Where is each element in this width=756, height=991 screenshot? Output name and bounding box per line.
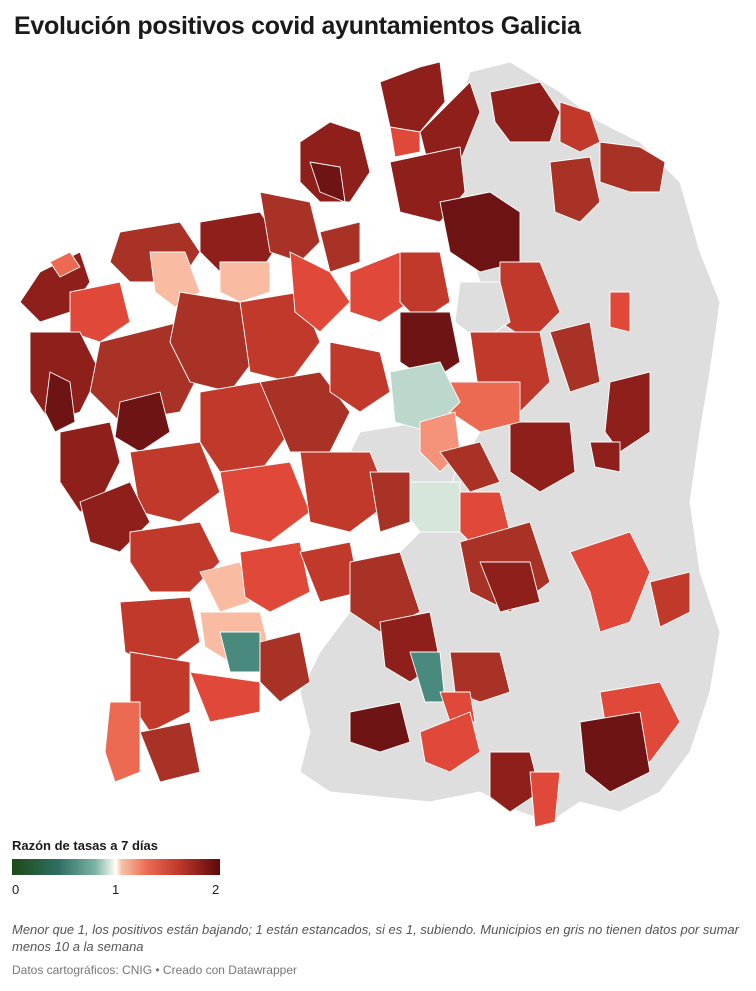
muni-central-5	[399, 251, 451, 323]
chart-title: Evolución positivos covid ayuntamientos …	[14, 12, 581, 40]
muni-lugo-1	[439, 191, 521, 273]
muni-lugo-9	[589, 441, 621, 473]
muni-ou-12	[649, 571, 691, 628]
muni-north-7	[389, 126, 421, 158]
muni-pv-11	[189, 671, 261, 723]
legend-color-scale	[12, 859, 220, 875]
muni-lugo-10	[509, 421, 576, 493]
muni-pv-3	[239, 541, 311, 613]
legend-tick-max: 2	[212, 882, 220, 897]
muni-pv-10	[129, 651, 191, 733]
map-source: Datos cartográficos: CNIG • Creado con D…	[12, 963, 297, 977]
muni-lugo-7	[609, 291, 631, 333]
muni-ou-10	[579, 711, 651, 793]
muni-central-11	[299, 451, 391, 533]
muni-lugo-18	[479, 561, 541, 613]
muni-nw-7	[219, 261, 271, 303]
muni-pv-8	[219, 631, 261, 673]
muni-ou-6	[419, 711, 481, 773]
galicia-municipalities-map	[19, 61, 721, 828]
legend-ticks: 0 1 2	[12, 880, 220, 898]
muni-north-5	[559, 101, 601, 153]
legend: Razón de tasas a 7 días 0 1 2	[12, 838, 232, 898]
muni-pv-12	[104, 701, 141, 783]
muni-ou-8	[529, 771, 561, 828]
muni-nw-8	[259, 191, 321, 263]
muni-nw-9	[319, 221, 361, 273]
muni-ou-11	[569, 531, 651, 633]
muni-central-8	[329, 341, 391, 413]
muni-central-10	[219, 461, 311, 543]
muni-nw-2	[49, 251, 81, 278]
muni-lugo-14	[404, 481, 461, 533]
muni-lugo-15	[439, 441, 501, 493]
muni-north-9	[549, 156, 601, 223]
muni-central-12	[369, 471, 411, 533]
muni-west-2	[44, 371, 76, 433]
muni-central-7	[259, 371, 351, 453]
muni-central-4	[349, 251, 411, 323]
muni-pv-13	[139, 721, 201, 783]
muni-lugo-11	[449, 381, 521, 433]
map-note: Menor que 1, los positivos están bajando…	[12, 922, 739, 954]
muni-nw-3	[69, 281, 131, 343]
muni-pv-2	[199, 561, 251, 613]
legend-tick-mid: 1	[112, 882, 120, 897]
muni-ou-7	[489, 751, 541, 813]
muni-pv-9	[259, 631, 311, 703]
muni-north-6	[599, 141, 666, 193]
muni-north-10	[309, 161, 346, 203]
muni-north-4	[489, 81, 561, 143]
legend-tick-min: 0	[12, 882, 20, 897]
muni-ou-3	[449, 651, 511, 703]
muni-lugo-6	[549, 321, 601, 393]
muni-west-4	[114, 391, 171, 453]
legend-title: Razón de tasas a 7 días	[12, 838, 158, 853]
muni-ou-5	[349, 701, 411, 753]
muni-lugo-8	[604, 371, 651, 453]
muni-pv-1	[129, 521, 221, 593]
muni-central-3	[289, 251, 351, 333]
